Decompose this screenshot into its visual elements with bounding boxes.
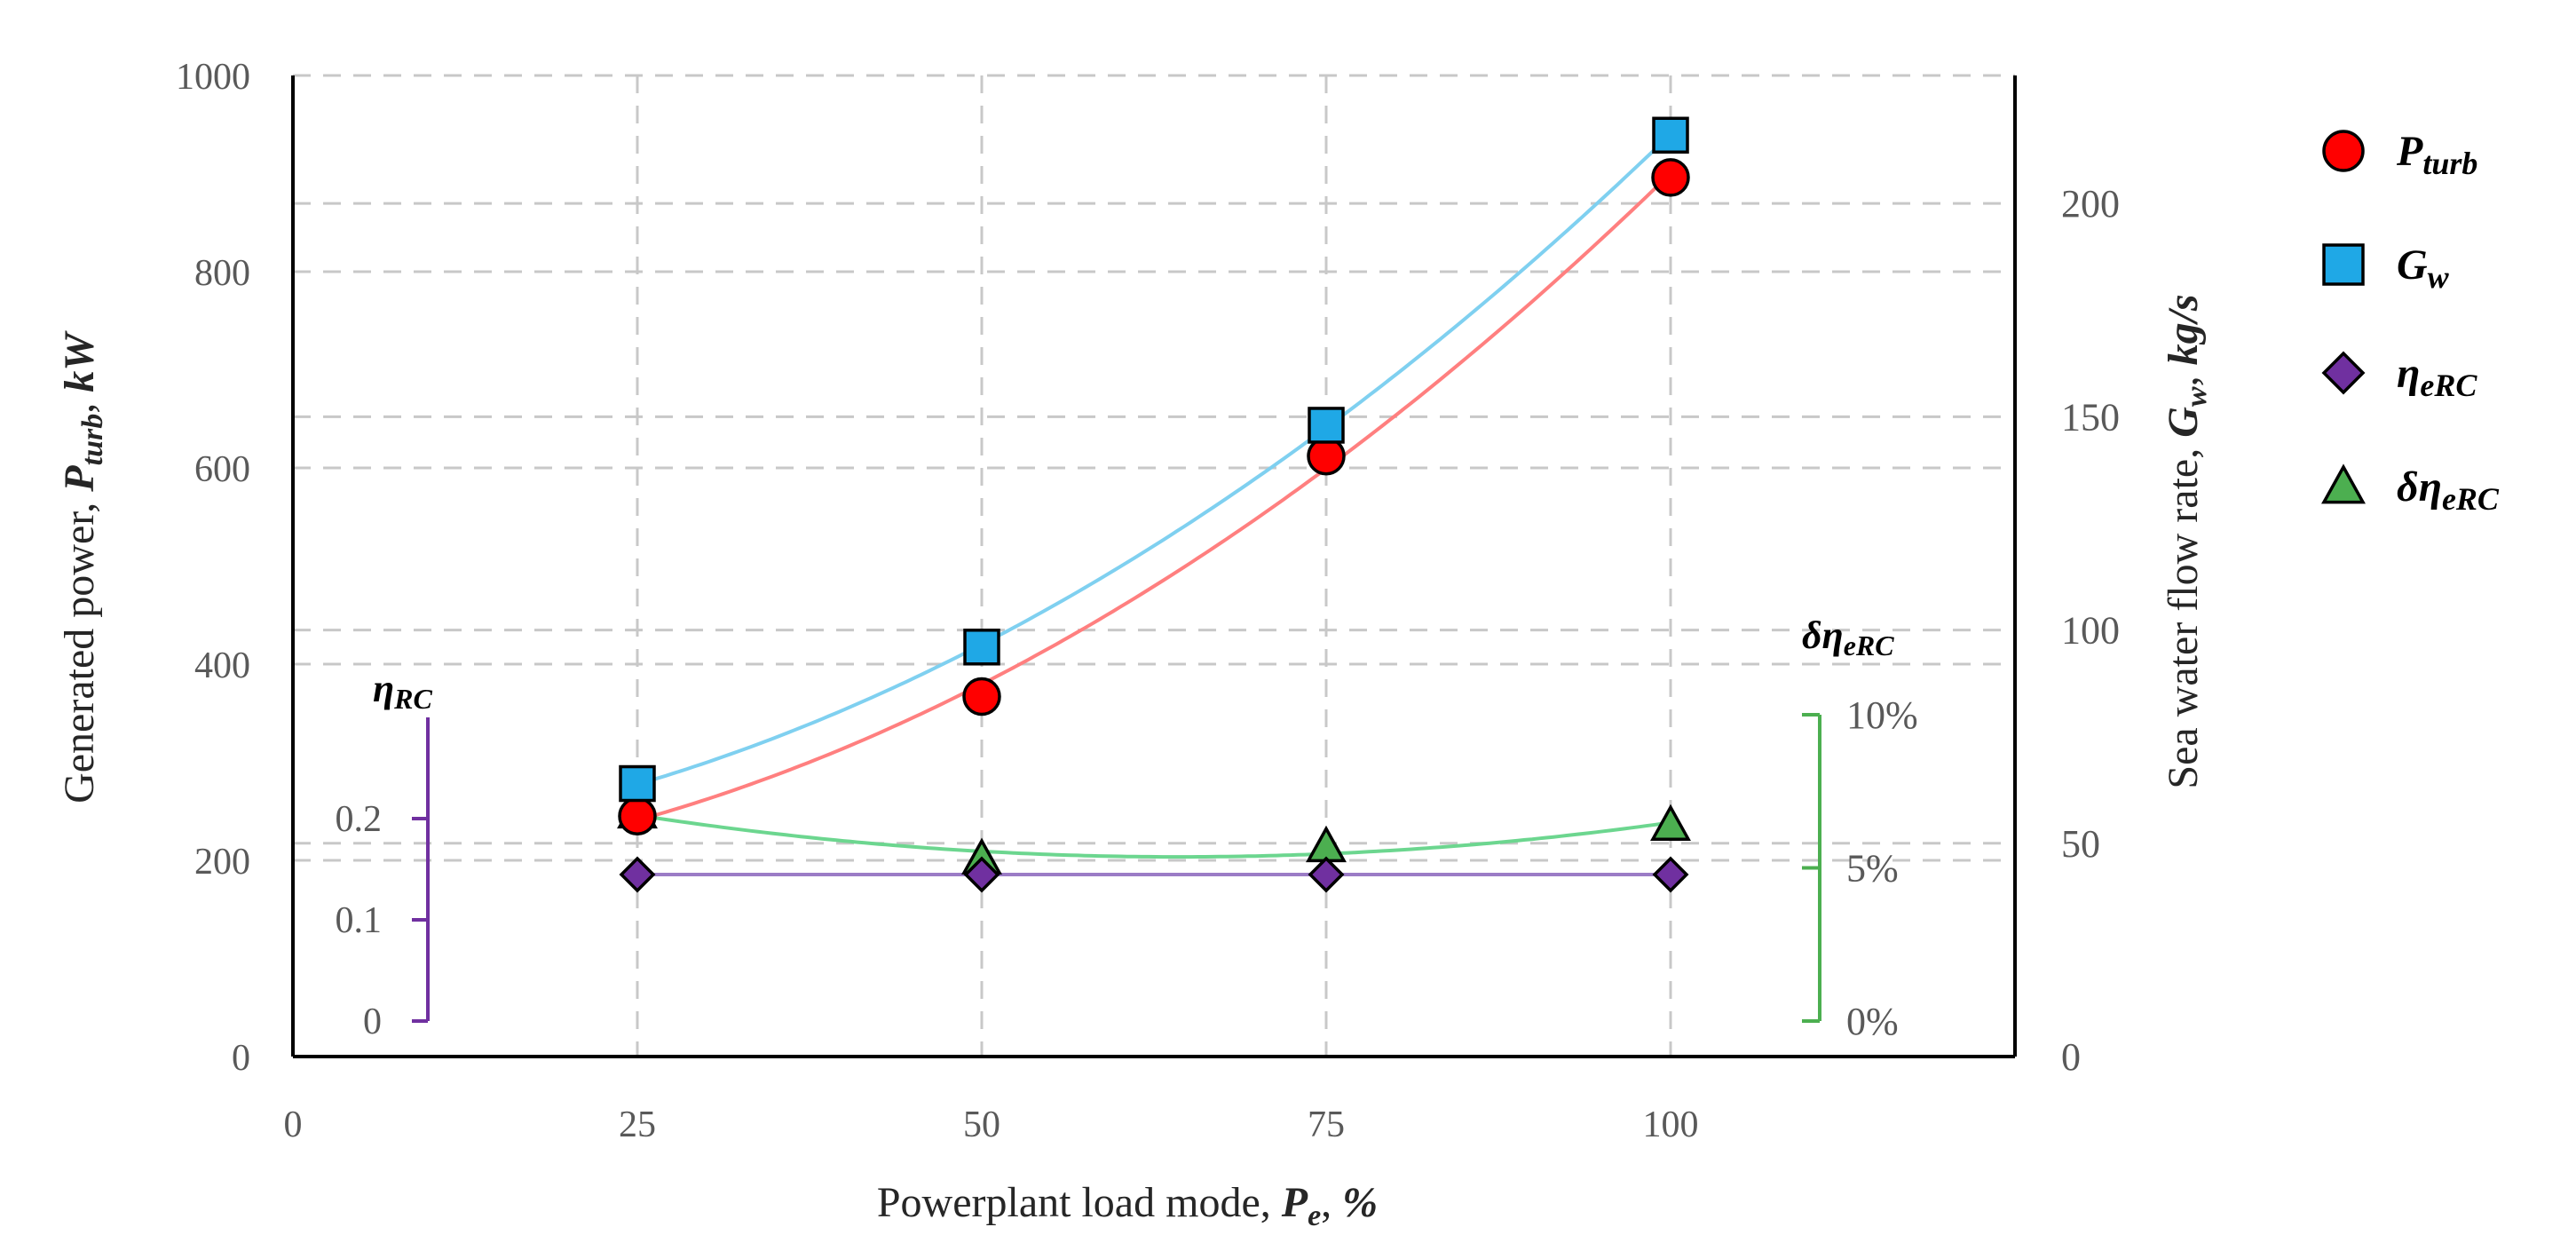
data-point-δηeRC-100 xyxy=(1650,804,1691,841)
legend-marker-Gw xyxy=(2322,243,2365,286)
data-point-ηeRC-75 xyxy=(1308,856,1345,893)
trendline-Gw xyxy=(636,136,1669,787)
legend-label-Gw: Gw xyxy=(2397,241,2450,295)
y-left-tick-label: 200 xyxy=(194,842,250,883)
y-left-tick-label: 400 xyxy=(194,645,250,686)
grid xyxy=(293,74,2015,1057)
y-right-tick-label: 200 xyxy=(2061,182,2120,226)
delta-tick-label: 10% xyxy=(1846,693,1918,737)
data-point-Gw-75 xyxy=(1308,407,1345,444)
data-point-Pturb-25 xyxy=(618,796,657,836)
y-right-tick-label: 150 xyxy=(2061,395,2120,439)
x-tick-label: 0 xyxy=(284,1104,303,1145)
data-point-Gw-50 xyxy=(963,629,1000,666)
eta-tick-label: 0.1 xyxy=(336,900,383,941)
x-tick-label: 100 xyxy=(1643,1104,1699,1145)
y-left-tick-label: 1000 xyxy=(176,57,250,98)
legend: Pturb Gw ηeRC δηeRC xyxy=(2321,128,2500,517)
legend-marker-Pturb xyxy=(2322,130,2365,172)
y-left-tick-label: 800 xyxy=(194,253,250,294)
eta-tick-label: 0.2 xyxy=(336,799,383,840)
legend-marker-δηeRC xyxy=(2321,463,2366,504)
y-left-tick-label: 600 xyxy=(194,449,250,490)
tick-labels: 0 200 400 600 800 1000 0 50 100 150 200 0 25 50 75 100 P… xyxy=(56,57,2213,1232)
data-point-Pturb-50 xyxy=(962,677,1001,717)
data-point-Gw-25 xyxy=(619,764,656,803)
legend-label-δηeRC: δηeRC xyxy=(2397,463,2500,517)
y-right-axis-title: Sea water flow rate, Gw, kg/s xyxy=(2160,294,2213,788)
eta-tick-label: 0 xyxy=(363,1002,382,1042)
y-left-axis-title: Generated power, Pturb, kW xyxy=(56,330,109,804)
legend-label-ηeRC: ηeRC xyxy=(2397,350,2477,403)
y-right-tick-label: 0 xyxy=(2061,1035,2081,1079)
x-tick-label: 75 xyxy=(1308,1104,1345,1145)
x-axis-title: Powerplant load mode, Pe, % xyxy=(877,1179,1378,1232)
y-left-tick-label: 0 xyxy=(232,1038,250,1079)
data-point-Pturb-75 xyxy=(1307,436,1346,476)
delta-axis-label: δηeRC xyxy=(1802,614,1894,661)
data-point-δηeRC-75 xyxy=(1306,825,1347,863)
trendline-δηeRC xyxy=(636,813,1668,859)
data-point-Pturb-100 xyxy=(1651,158,1690,197)
legend-marker-ηeRC xyxy=(2321,351,2366,395)
y-right-tick-label: 100 xyxy=(2061,609,2120,653)
data-point-ηeRC-25 xyxy=(619,856,656,893)
trendline-Pturb xyxy=(636,175,1669,822)
eta-axis-label: ηRC xyxy=(373,667,433,715)
data-point-ηeRC-100 xyxy=(1652,856,1689,893)
x-tick-label: 50 xyxy=(963,1104,1000,1145)
data-point-ηeRC-50 xyxy=(963,856,1000,893)
data-point-Gw-100 xyxy=(1652,116,1689,154)
trendlines xyxy=(636,136,1669,876)
y-right-tick-label: 50 xyxy=(2061,822,2100,866)
delta-tick-label: 0% xyxy=(1846,1000,1899,1043)
x-tick-label: 25 xyxy=(619,1104,656,1145)
delta-tick-label: 5% xyxy=(1846,847,1899,891)
legend-label-Pturb: Pturb xyxy=(2396,128,2477,181)
data-markers xyxy=(617,116,1691,893)
axes xyxy=(291,75,2017,1058)
